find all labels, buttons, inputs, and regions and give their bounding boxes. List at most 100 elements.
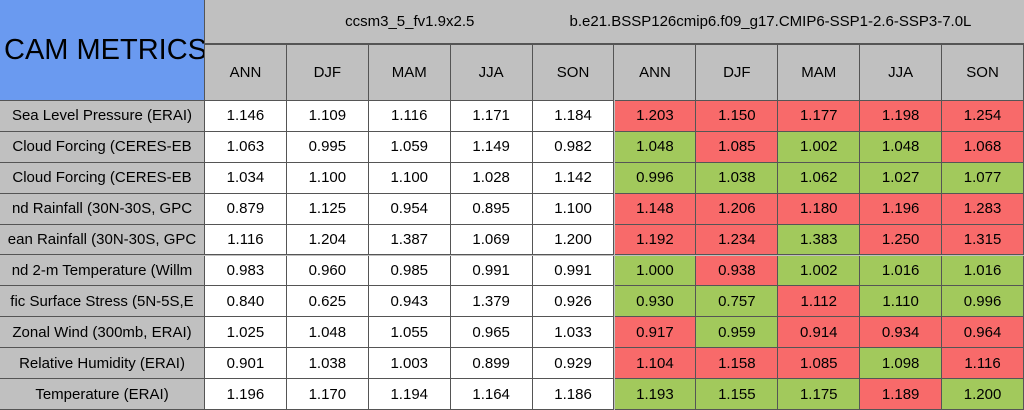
metric-cell: 0.917 <box>614 317 697 349</box>
metric-cell: 0.914 <box>778 317 861 349</box>
metric-cell: 1.383 <box>778 224 861 256</box>
metric-cell: 1.149 <box>450 131 533 163</box>
metric-cell: 1.100 <box>532 193 615 225</box>
metric-cell: 1.055 <box>368 317 451 349</box>
metric-cell: 1.196 <box>860 193 943 225</box>
metric-cell: 1.171 <box>450 101 533 132</box>
metric-cell: 0.964 <box>942 317 1024 349</box>
metric-cell: 1.048 <box>860 131 943 163</box>
metric-cell: 1.048 <box>286 317 369 349</box>
metric-cell: 1.033 <box>532 317 615 349</box>
metric-cell: 0.934 <box>860 317 943 349</box>
season-header: SON <box>942 44 1024 101</box>
metric-cell: 0.625 <box>286 286 369 318</box>
row-label: Cloud Forcing (CERES-EB <box>0 162 205 194</box>
metric-cell: 1.203 <box>614 101 697 132</box>
metric-cell: 1.158 <box>696 348 779 380</box>
metric-cell: 1.142 <box>532 162 615 194</box>
metric-cell: 0.901 <box>205 348 287 380</box>
metric-cell: 1.387 <box>368 224 451 256</box>
metric-cell: 1.180 <box>778 193 861 225</box>
metric-cell: 1.200 <box>942 379 1024 410</box>
metric-cell: 1.069 <box>450 224 533 256</box>
row-label: ean Rainfall (30N-30S, GPC <box>0 224 205 256</box>
metric-cell: 0.960 <box>286 255 369 287</box>
metric-cell: 1.125 <box>286 193 369 225</box>
metric-cell: 0.995 <box>286 131 369 163</box>
metric-cell: 0.982 <box>532 131 615 163</box>
metric-cell: 0.938 <box>696 255 779 287</box>
row-label: Zonal Wind (300mb, ERAI) <box>0 317 205 349</box>
metric-cell: 1.077 <box>942 162 1024 194</box>
metric-cell: 1.204 <box>286 224 369 256</box>
metric-cell: 1.186 <box>532 379 615 410</box>
metric-cell: 1.104 <box>614 348 697 380</box>
metric-cell: 0.899 <box>450 348 533 380</box>
metric-cell: 1.192 <box>614 224 697 256</box>
metric-cell: 1.110 <box>860 286 943 318</box>
metric-cell: 1.200 <box>532 224 615 256</box>
metric-cell: 1.148 <box>614 193 697 225</box>
metric-cell: 1.194 <box>368 379 451 410</box>
metric-cell: 1.146 <box>205 101 287 132</box>
metric-cell: 0.996 <box>942 286 1024 318</box>
metric-cell: 1.198 <box>860 101 943 132</box>
metric-cell: 0.991 <box>532 255 615 287</box>
metric-cell: 1.177 <box>778 101 861 132</box>
metric-cell: 1.085 <box>696 131 779 163</box>
metric-cell: 1.189 <box>860 379 943 410</box>
metric-cell: 1.109 <box>286 101 369 132</box>
metric-cell: 1.379 <box>450 286 533 318</box>
metric-cell: 1.254 <box>942 101 1024 132</box>
metric-cell: 0.926 <box>532 286 615 318</box>
season-header: JJA <box>860 44 943 101</box>
metric-cell: 1.027 <box>860 162 943 194</box>
metric-cell: 1.283 <box>942 193 1024 225</box>
metric-cell: 1.016 <box>942 255 1024 287</box>
metric-cell: 1.234 <box>696 224 779 256</box>
table-title: CAM METRICS <box>0 0 205 101</box>
metric-cell: 1.206 <box>696 193 779 225</box>
row-label: Cloud Forcing (CERES-EB <box>0 131 205 163</box>
metric-cell: 1.170 <box>286 379 369 410</box>
season-header: DJF <box>696 44 779 101</box>
metric-cell: 1.068 <box>942 131 1024 163</box>
row-label: nd Rainfall (30N-30S, GPC <box>0 193 205 225</box>
metric-cell: 0.840 <box>205 286 287 318</box>
metric-cell: 0.879 <box>205 193 287 225</box>
metric-cell: 1.025 <box>205 317 287 349</box>
metric-cell: 0.991 <box>450 255 533 287</box>
metric-cell: 1.038 <box>696 162 779 194</box>
metric-cell: 1.016 <box>860 255 943 287</box>
metric-cell: 1.048 <box>614 131 697 163</box>
metric-cell: 1.116 <box>942 348 1024 380</box>
season-header: MAM <box>368 44 451 101</box>
row-label: Relative Humidity (ERAI) <box>0 348 205 380</box>
metric-cell: 0.930 <box>614 286 697 318</box>
metric-cell: 0.895 <box>450 193 533 225</box>
metric-cell: 1.116 <box>368 101 451 132</box>
metric-cell: 0.959 <box>696 317 779 349</box>
metric-cell: 0.983 <box>205 255 287 287</box>
metric-cell: 1.315 <box>942 224 1024 256</box>
metric-cell: 1.085 <box>778 348 861 380</box>
metric-cell: 1.150 <box>696 101 779 132</box>
metric-cell: 1.098 <box>860 348 943 380</box>
metric-cell: 1.250 <box>860 224 943 256</box>
metric-cell: 1.155 <box>696 379 779 410</box>
metric-cell: 0.954 <box>368 193 451 225</box>
metric-cell: 1.063 <box>205 131 287 163</box>
metric-cell: 0.757 <box>696 286 779 318</box>
metric-cell: 0.943 <box>368 286 451 318</box>
metric-cell: 1.038 <box>286 348 369 380</box>
metric-cell: 1.193 <box>614 379 697 410</box>
group-label: b.e21.BSSP126cmip6.f09_g17.CMIP6-SSP1-2.… <box>569 0 1024 44</box>
metric-cell: 1.059 <box>368 131 451 163</box>
metric-cell: 1.112 <box>778 286 861 318</box>
metric-cell: 1.175 <box>778 379 861 410</box>
metric-cell: 1.002 <box>778 131 861 163</box>
season-header: DJF <box>286 44 369 101</box>
row-label: fic Surface Stress (5N-5S,E <box>0 286 205 318</box>
metric-cell: 1.034 <box>205 162 287 194</box>
